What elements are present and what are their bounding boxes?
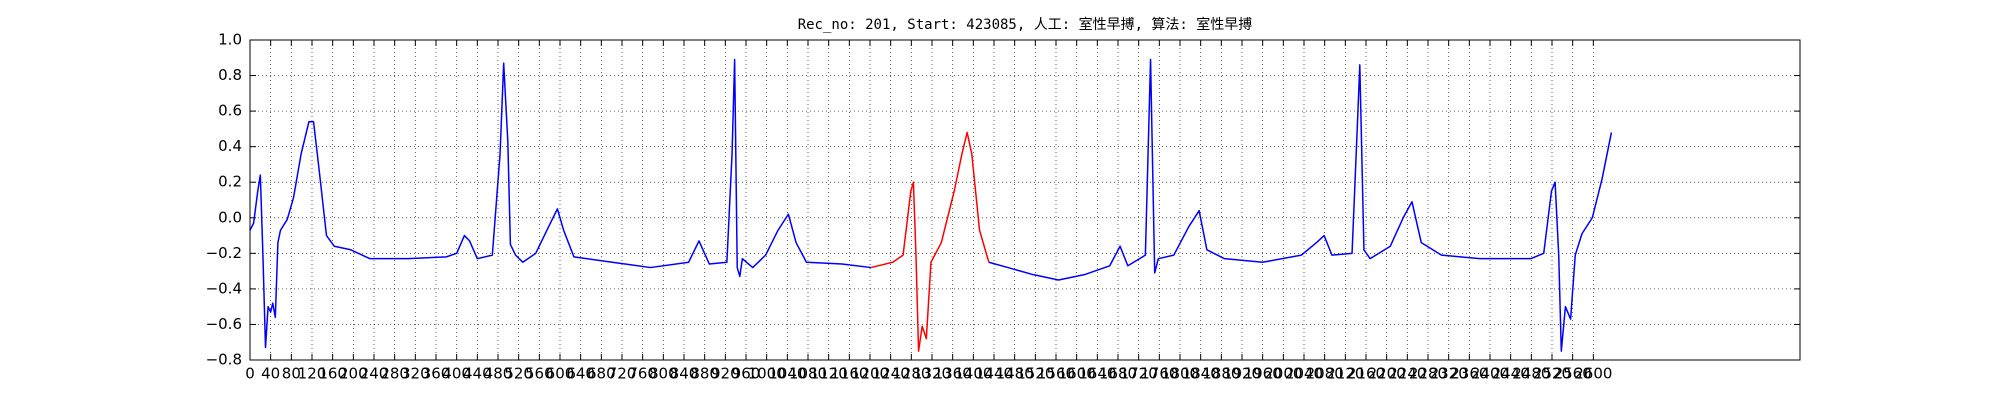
x-tick-label: 320 (401, 365, 430, 383)
x-tick-label: 0 (245, 365, 255, 383)
x-tick-label: 1760 (1140, 365, 1178, 383)
x-tick-label: 40 (261, 365, 280, 383)
x-tick-label: 1200 (851, 365, 889, 383)
x-tick-label: 360 (422, 365, 451, 383)
x-tick-label: 1440 (975, 365, 1013, 383)
x-tick-label: 520 (504, 365, 533, 383)
x-tick-label: 760 (628, 365, 657, 383)
x-tick-label: 1160 (830, 365, 868, 383)
x-tick-label: 2600 (1574, 365, 1612, 383)
x-tick-label: 280 (380, 365, 409, 383)
x-tick-label: 2520 (1533, 365, 1571, 383)
x-tick-label: 200 (339, 365, 368, 383)
chart-title: Rec_no: 201, Start: 423085, 人工: 室性早搏, 算法… (798, 16, 1253, 33)
series-line (249, 58, 1613, 352)
x-tick-label: 1840 (1182, 365, 1220, 383)
x-tick-label: 640 (566, 365, 595, 383)
x-tick-label: 480 (484, 365, 513, 383)
x-tick-label: 1400 (954, 365, 992, 383)
x-tick-label: 920 (711, 365, 740, 383)
y-tick-label: 0.8 (218, 66, 242, 84)
x-tick-label: 2440 (1492, 365, 1530, 383)
x-tick-label: 2400 (1471, 365, 1509, 383)
x-tick-label: 2320 (1430, 365, 1468, 383)
x-tick-label: 1640 (1078, 365, 1116, 383)
x-tick-label: 1360 (934, 365, 972, 383)
x-tick-label: 1000 (748, 365, 786, 383)
x-tick-label: 1880 (1202, 365, 1240, 383)
x-tick-label: 2280 (1409, 365, 1447, 383)
y-tick-label: 0.0 (218, 208, 242, 226)
x-tick-label: 840 (670, 365, 699, 383)
x-tick-label: 1520 (1016, 365, 1054, 383)
y-tick-label: 0.4 (218, 137, 242, 155)
x-tick-label: 1800 (1161, 365, 1199, 383)
x-tick-label: 720 (608, 365, 637, 383)
x-tick-label: 2200 (1368, 365, 1406, 383)
x-tick-label: 2040 (1285, 365, 1323, 383)
x-tick-label: 680 (587, 365, 616, 383)
x-tick-label: 240 (360, 365, 389, 383)
plot-frame (249, 39, 1801, 361)
x-tick-label: 960 (732, 365, 761, 383)
x-tick-label: 1920 (1223, 365, 1261, 383)
x-tick-label: 1960 (1244, 365, 1282, 383)
y-tick-label: 1.0 (218, 31, 242, 49)
x-tick-label: 800 (649, 365, 678, 383)
x-tick-label: 2480 (1512, 365, 1550, 383)
x-tick-label: 400 (442, 365, 471, 383)
y-tick-label: −0.2 (206, 244, 242, 262)
y-tick-label: −0.6 (206, 315, 242, 333)
x-tick-label: 1720 (1120, 365, 1158, 383)
x-tick-label: 1680 (1099, 365, 1137, 383)
x-tick-label: 1080 (789, 365, 827, 383)
x-tick-label: 2000 (1264, 365, 1302, 383)
y-tick-label: 0.6 (218, 102, 242, 120)
x-tick-label: 1240 (872, 365, 910, 383)
x-tick-label: 80 (282, 365, 301, 383)
x-tick-label: 1560 (1037, 365, 1075, 383)
series-line (870, 131, 990, 352)
x-tick-label: 1040 (768, 365, 806, 383)
x-tick-label: 440 (463, 365, 492, 383)
x-tick-label: 560 (525, 365, 554, 383)
y-tick-label: −0.8 (206, 351, 242, 369)
x-tick-label: 2560 (1554, 365, 1592, 383)
x-tick-label: 1280 (892, 365, 930, 383)
x-tick-label: 1120 (810, 365, 848, 383)
x-tick-label: 2160 (1347, 365, 1385, 383)
x-tick-label: 160 (318, 365, 347, 383)
y-tick-label: −0.4 (206, 279, 242, 297)
x-tick-label: 120 (298, 365, 327, 383)
x-tick-label: 2240 (1388, 365, 1426, 383)
x-tick-label: 1480 (996, 365, 1034, 383)
x-tick-label: 2120 (1326, 365, 1364, 383)
x-tick-label: 1320 (913, 365, 951, 383)
x-tick-label: 880 (690, 365, 719, 383)
x-tick-label: 600 (546, 365, 575, 383)
x-tick-label: 1600 (1058, 365, 1096, 383)
x-tick-label: 2080 (1306, 365, 1344, 383)
x-tick-label: 2360 (1450, 365, 1488, 383)
y-tick-label: 0.2 (218, 173, 242, 191)
